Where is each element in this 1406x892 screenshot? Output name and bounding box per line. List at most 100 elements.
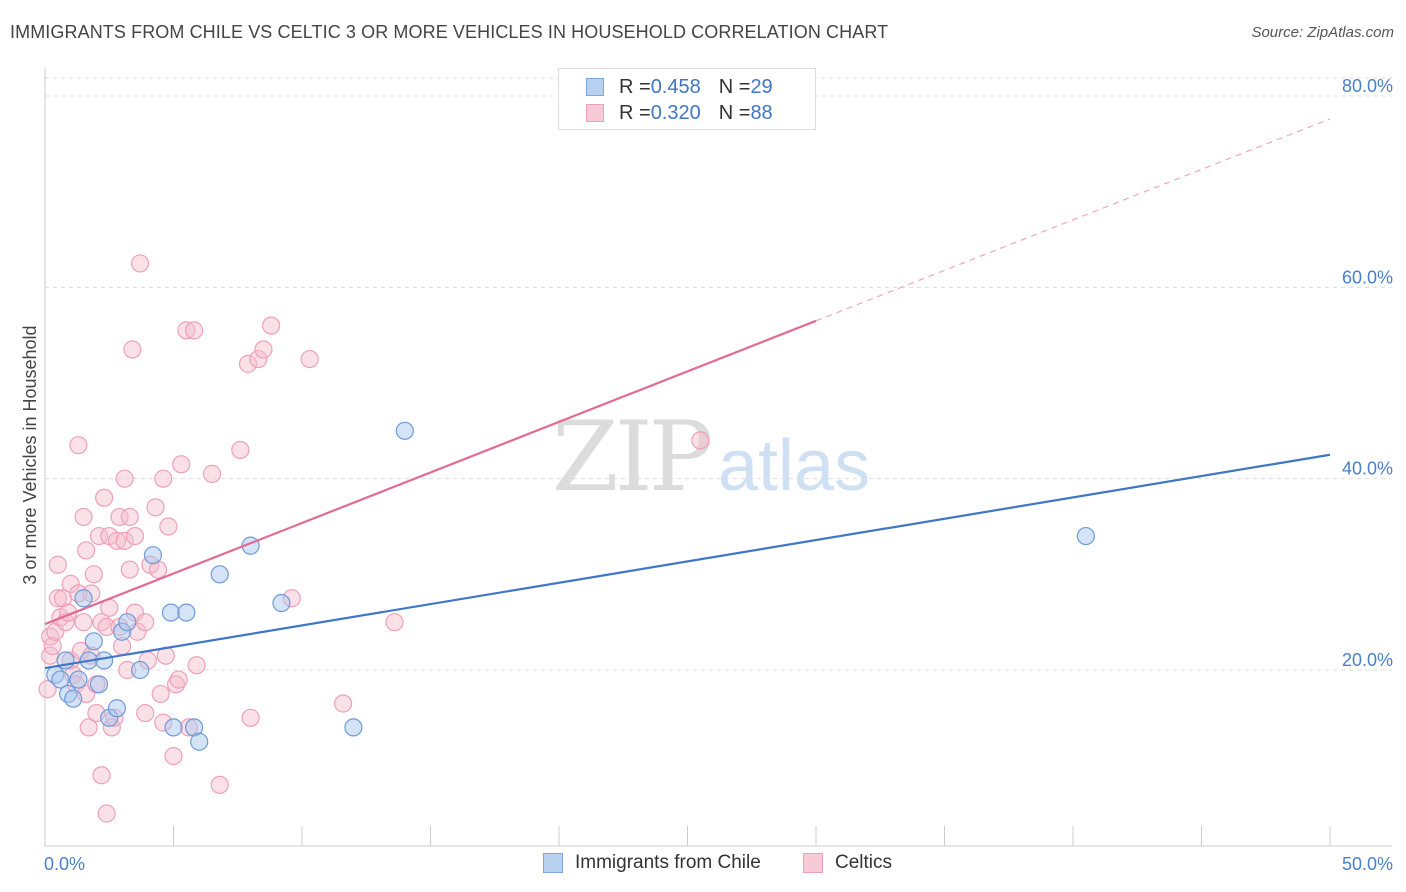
celtics-point bbox=[172, 455, 191, 474]
celtics-point bbox=[691, 431, 710, 450]
chile-n-label: N = bbox=[718, 75, 751, 98]
chile-point bbox=[130, 660, 150, 680]
chile-point bbox=[74, 589, 93, 608]
trend-lines bbox=[44, 118, 1331, 670]
chile-r-value: 0.458 bbox=[650, 75, 701, 98]
watermark: ZIP atlas bbox=[552, 401, 870, 513]
chile-r-label: R = bbox=[619, 75, 651, 98]
celtics-point bbox=[231, 440, 250, 460]
watermark-zip: ZIP bbox=[552, 401, 711, 513]
chile-point bbox=[344, 718, 363, 737]
chile-swatch bbox=[586, 78, 604, 96]
celtics-point bbox=[385, 613, 404, 632]
legend-swatch-celtics bbox=[803, 853, 823, 873]
y-tick-label: 80.0% bbox=[1342, 76, 1393, 96]
y-tick-label: 20.0% bbox=[1342, 650, 1393, 670]
celtics-point bbox=[89, 526, 109, 546]
celtics-point bbox=[48, 555, 67, 574]
chile-point bbox=[177, 603, 196, 622]
legend-label-celtics: Celtics bbox=[835, 852, 893, 873]
chile-point bbox=[95, 651, 114, 670]
stats-legend: R = 0.458 N = 29 R = 0.320 N = 88 bbox=[558, 68, 816, 130]
chile-point bbox=[1076, 526, 1095, 546]
chile-point bbox=[69, 670, 88, 689]
chile-point bbox=[164, 718, 183, 737]
celtics-point bbox=[61, 574, 80, 594]
celtics-point bbox=[262, 316, 281, 335]
celtics-point bbox=[146, 498, 165, 517]
celtics-point bbox=[249, 349, 268, 369]
legend-item-chile: Immigrants from Chile bbox=[543, 852, 761, 874]
celtics-point bbox=[136, 703, 155, 723]
celtics-trend-extension bbox=[815, 118, 1331, 322]
celtics-point bbox=[69, 436, 88, 455]
series-legend: Immigrants from Chile Celtics bbox=[0, 852, 1406, 878]
celtics-point bbox=[107, 531, 127, 550]
chile-point bbox=[107, 699, 127, 718]
celtics-point bbox=[95, 488, 114, 507]
celtics-point bbox=[130, 254, 150, 273]
chile-point bbox=[395, 421, 414, 440]
celtics-point bbox=[110, 507, 129, 527]
chile-point bbox=[272, 593, 291, 613]
y-axis-label: 3 or more Vehicles in Household bbox=[20, 325, 40, 584]
celtics-point bbox=[38, 680, 57, 699]
celtics-point bbox=[120, 507, 139, 527]
stats-row-celtics: R = 0.320 N = 88 bbox=[586, 101, 773, 124]
celtics-point bbox=[177, 321, 196, 340]
y-tick-label: 40.0% bbox=[1342, 459, 1393, 479]
chile-point bbox=[84, 632, 103, 651]
celtics-swatch bbox=[586, 104, 604, 122]
celtics-point bbox=[151, 684, 170, 704]
celtics-n-value: 88 bbox=[750, 101, 773, 124]
celtics-point bbox=[48, 589, 67, 608]
celtics-point bbox=[92, 766, 111, 785]
chile-point bbox=[210, 565, 229, 584]
celtics-n-label: N = bbox=[718, 101, 751, 124]
chile-point bbox=[64, 689, 83, 708]
celtics-point bbox=[169, 670, 188, 689]
y-tick-labels: 20.0% 40.0% 60.0% 80.0% bbox=[1342, 76, 1393, 670]
y-tick-label: 60.0% bbox=[1342, 267, 1393, 287]
chile-n-value: 29 bbox=[750, 75, 773, 98]
chile-trend-line bbox=[44, 453, 1331, 670]
celtics-point bbox=[43, 636, 62, 656]
grid-lines bbox=[45, 77, 1392, 671]
celtics-point bbox=[210, 775, 229, 794]
chile-point bbox=[89, 675, 109, 694]
celtics-point bbox=[159, 517, 178, 536]
chile-points bbox=[46, 421, 1095, 751]
celtics-point bbox=[84, 565, 103, 584]
celtics-point bbox=[334, 694, 353, 713]
axes bbox=[44, 68, 1392, 847]
x-tick-label-end: 50.0% bbox=[1342, 854, 1393, 874]
source-note: Source: ZipAtlas.com bbox=[1251, 24, 1394, 41]
celtics-point bbox=[164, 746, 183, 766]
stats-row-chile: R = 0.458 N = 29 bbox=[586, 75, 773, 98]
celtics-point bbox=[120, 560, 139, 579]
celtics-point bbox=[154, 469, 173, 488]
legend-item-celtics: Celtics bbox=[803, 852, 892, 874]
celtics-point bbox=[115, 469, 134, 488]
chart-title: IMMIGRANTS FROM CHILE VS CELTIC 3 OR MOR… bbox=[10, 22, 889, 42]
x-tick-label-start: 0.0% bbox=[44, 854, 85, 874]
celtics-point bbox=[125, 526, 145, 546]
chile-point bbox=[161, 603, 181, 622]
celtics-point bbox=[166, 675, 186, 694]
celtics-point bbox=[74, 507, 93, 527]
x-tick-labels: 0.0% 50.0% bbox=[44, 854, 1393, 874]
chile-point bbox=[118, 613, 137, 632]
celtics-point bbox=[184, 321, 204, 340]
celtics-r-value: 0.320 bbox=[650, 101, 701, 124]
celtics-point bbox=[254, 340, 273, 359]
celtics-point bbox=[300, 349, 319, 369]
celtics-point bbox=[74, 613, 93, 632]
celtics-point bbox=[136, 613, 155, 632]
celtics-point bbox=[238, 354, 258, 373]
celtics-points bbox=[38, 254, 710, 823]
chile-point bbox=[51, 670, 70, 689]
watermark-atlas: atlas bbox=[718, 426, 870, 506]
celtics-point bbox=[97, 804, 116, 823]
legend-label-chile: Immigrants from Chile bbox=[575, 852, 761, 873]
